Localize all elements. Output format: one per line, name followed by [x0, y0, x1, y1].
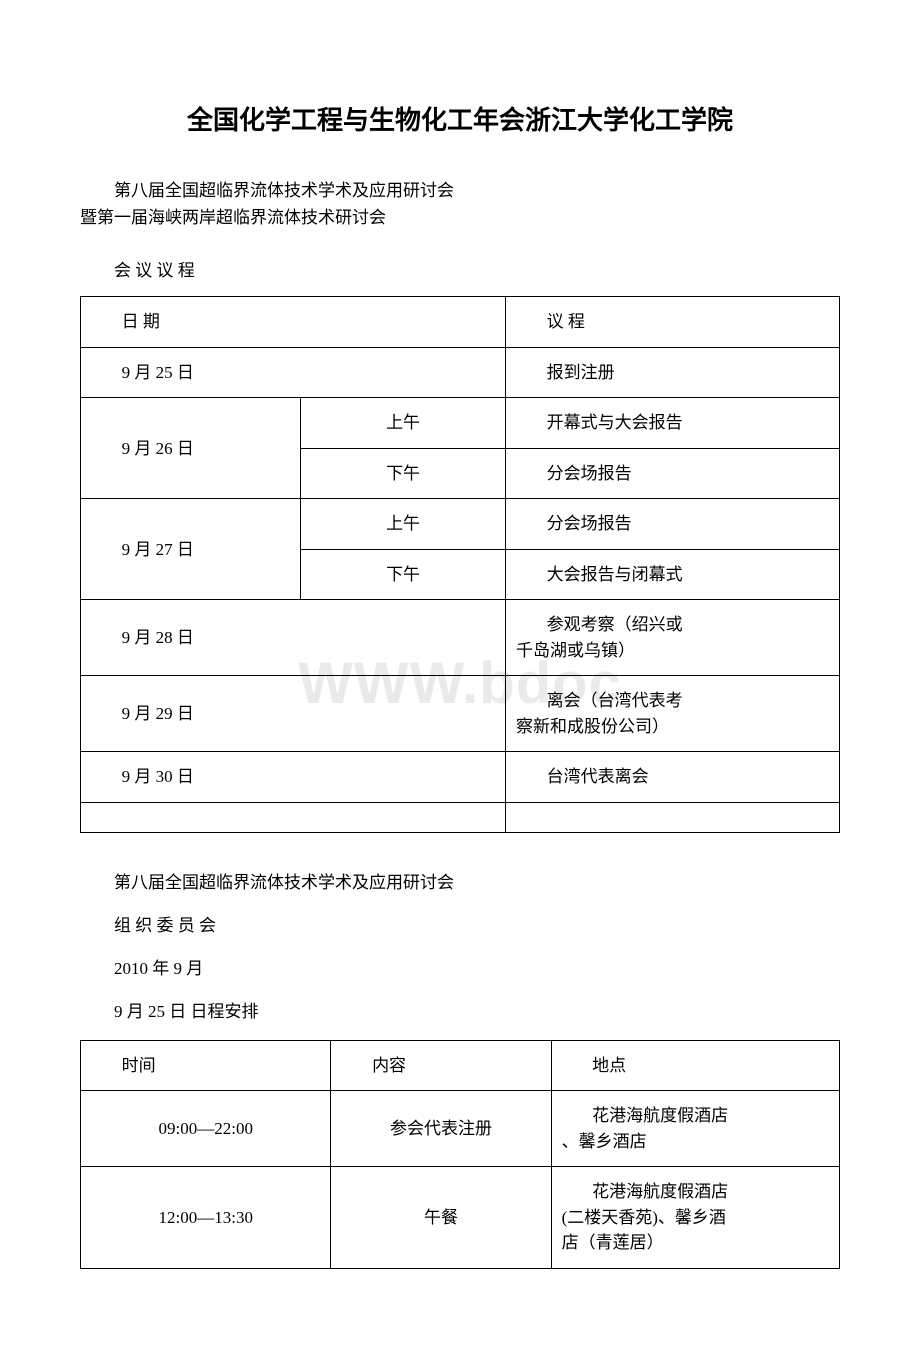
agenda-text: 察新和成股份公司）: [516, 717, 669, 736]
page-title: 全国化学工程与生物化工年会浙江大学化工学院: [80, 100, 840, 137]
table-row: 9 月 28 日 参观考察（绍兴或 千岛湖或乌镇）: [81, 600, 840, 676]
body-line4: 9 月 25 日 日程安排: [80, 997, 840, 1022]
header-date: 日 期: [81, 297, 506, 348]
cell-date: 9 月 25 日: [81, 347, 506, 398]
cell-period: 下午: [301, 549, 506, 600]
cell-date: 9 月 29 日: [81, 676, 506, 752]
cell-content: 参会代表注册: [331, 1091, 551, 1167]
cell-empty: [506, 802, 840, 832]
cell-agenda: 大会报告与闭幕式: [506, 549, 840, 600]
table-row: [81, 802, 840, 832]
location-text: 花港海航度假酒店: [562, 1103, 829, 1129]
cell-period: 下午: [301, 448, 506, 499]
table-row: 9 月 25 日 报到注册: [81, 347, 840, 398]
table-row: 日 期 议 程: [81, 297, 840, 348]
header-time: 时间: [81, 1040, 331, 1091]
table-row: 9 月 26 日 上午 开幕式与大会报告: [81, 398, 840, 449]
body-line2: 组 织 委 员 会: [80, 911, 840, 936]
location-text: 、馨乡酒店: [562, 1132, 647, 1151]
table-row: 时间 内容 地点: [81, 1040, 840, 1091]
location-text: (二楼天香苑)、馨乡酒: [562, 1208, 726, 1227]
cell-location: 花港海航度假酒店 (二楼天香苑)、馨乡酒 店（青莲居）: [551, 1167, 839, 1269]
cell-agenda: 分会场报告: [506, 448, 840, 499]
cell-time: 12:00—13:30: [81, 1167, 331, 1269]
header-agenda: 议 程: [506, 297, 840, 348]
location-text: 花港海航度假酒店: [562, 1179, 829, 1205]
body-line3: 2010 年 9 月: [80, 954, 840, 979]
subtitle-line1: 第八届全国超临界流体技术学术及应用研讨会: [80, 177, 840, 204]
agenda-label: 会 议 议 程: [80, 256, 840, 281]
body-line1: 第八届全国超临界流体技术学术及应用研讨会: [80, 868, 840, 893]
table-row: 9 月 29 日 离会（台湾代表考 察新和成股份公司）: [81, 676, 840, 752]
agenda-text: 千岛湖或乌镇）: [516, 641, 635, 660]
cell-agenda: 分会场报告: [506, 499, 840, 550]
cell-agenda: 报到注册: [506, 347, 840, 398]
agenda-text: 离会（台湾代表考: [516, 688, 829, 714]
table-row: 9 月 27 日 上午 分会场报告: [81, 499, 840, 550]
location-text: 店（青莲居）: [562, 1233, 664, 1252]
cell-content: 午餐: [331, 1167, 551, 1269]
table-row: 9 月 30 日 台湾代表离会: [81, 752, 840, 803]
table-row: 12:00—13:30 午餐 花港海航度假酒店 (二楼天香苑)、馨乡酒 店（青莲…: [81, 1167, 840, 1269]
cell-date: 9 月 28 日: [81, 600, 506, 676]
cell-agenda: 离会（台湾代表考 察新和成股份公司）: [506, 676, 840, 752]
agenda-text: 参观考察（绍兴或: [516, 612, 829, 638]
cell-agenda: 开幕式与大会报告: [506, 398, 840, 449]
cell-date: 9 月 27 日: [81, 499, 301, 600]
cell-period: 上午: [301, 398, 506, 449]
header-content: 内容: [331, 1040, 551, 1091]
cell-time: 09:00—22:00: [81, 1091, 331, 1167]
cell-period: 上午: [301, 499, 506, 550]
cell-date: 9 月 30 日: [81, 752, 506, 803]
cell-empty: [81, 802, 506, 832]
cell-agenda: 台湾代表离会: [506, 752, 840, 803]
cell-agenda: 参观考察（绍兴或 千岛湖或乌镇）: [506, 600, 840, 676]
table-row: 09:00—22:00 参会代表注册 花港海航度假酒店 、馨乡酒店: [81, 1091, 840, 1167]
subtitle-line2: 暨第一届海峡两岸超临界流体技术研讨会: [80, 204, 840, 231]
cell-date: 9 月 26 日: [81, 398, 301, 499]
agenda-table: 日 期 议 程 9 月 25 日 报到注册 9 月 26 日 上午 开幕式与大会…: [80, 296, 840, 833]
cell-location: 花港海航度假酒店 、馨乡酒店: [551, 1091, 839, 1167]
schedule-table: 时间 内容 地点 09:00—22:00 参会代表注册 花港海航度假酒店 、馨乡…: [80, 1040, 840, 1269]
header-location: 地点: [551, 1040, 839, 1091]
